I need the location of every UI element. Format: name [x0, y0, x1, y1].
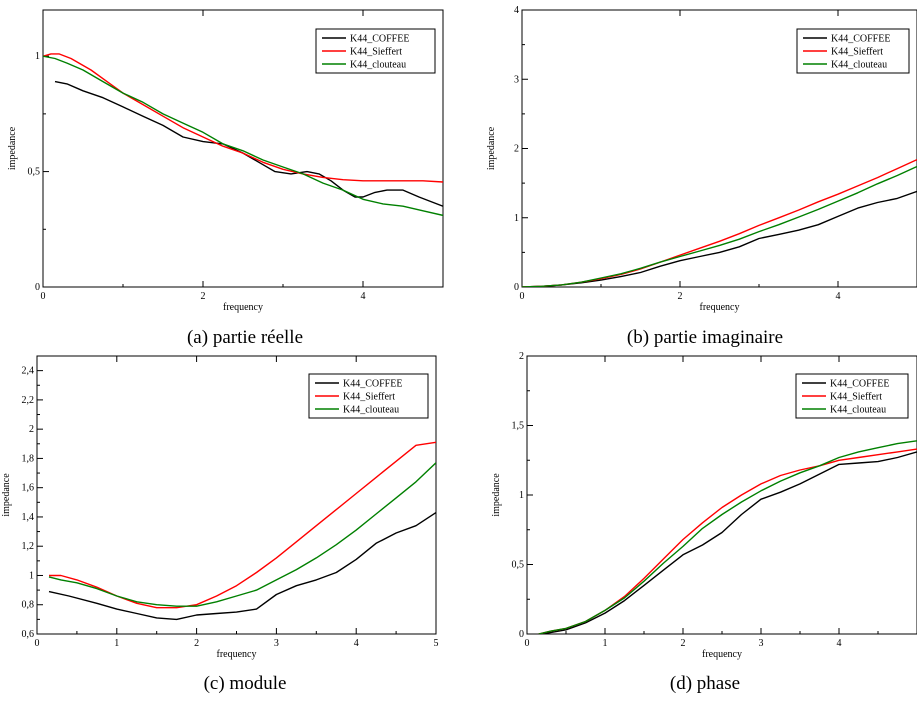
series-line-K44_COFFEE: [522, 190, 917, 287]
y-tick-label: 0,8: [22, 600, 35, 611]
series-line-K44_clouteau: [43, 55, 443, 217]
x-tick-label: 1: [114, 638, 119, 649]
y-tick-label: 2: [514, 144, 519, 155]
chart-2: 0 1 2 3 4 5 0,6 0,8 1 1,2 1,4 1,6 1,8 2 2,2 2,4 frequenc…: [1, 355, 439, 660]
x-axis-label: frequency: [223, 302, 263, 313]
x-tick-label: 4: [837, 638, 842, 649]
series-line-K44_COFFEE: [54, 80, 443, 207]
legend-label: K44_Sieffert: [350, 47, 402, 58]
y-tick-label: 0,5: [28, 167, 41, 178]
x-tick-label: 0: [520, 291, 525, 302]
x-axis-label: frequency: [217, 649, 257, 660]
y-tick-label: 1,6: [22, 483, 35, 494]
legend: K44_COFFEE K44_Sieffert K44_clouteau: [795, 373, 909, 419]
y-tick-label: 0,6: [22, 629, 35, 640]
y-axis-label: impedance: [491, 473, 502, 517]
y-axis-label: impedance: [1, 473, 12, 517]
series-line-K44_Sieffert: [49, 441, 436, 609]
chart-1: 0 2 401234frequencyimpedanceK44_COFFEEK44_…: [486, 5, 917, 313]
y-tick-label: 1: [519, 490, 524, 501]
y-tick-label: 0,5: [512, 560, 525, 571]
y-axis-label: impedance: [486, 126, 497, 170]
legend-label: K44_clouteau: [830, 405, 886, 416]
legend-label: K44_Sieffert: [343, 392, 395, 403]
legend-label: K44_COFFEE: [343, 379, 402, 390]
y-tick-label: 2,4: [22, 366, 35, 377]
y-tick-label: 2: [29, 424, 34, 435]
x-tick-label: 4: [354, 638, 359, 649]
x-tick-label: 1: [603, 638, 608, 649]
y-tick-label: 0: [35, 282, 40, 293]
chart-0: 0 2 400,51frequencyimpedanceK44_COFFEEK44_…: [7, 9, 444, 313]
y-tick-label: 2,2: [22, 395, 35, 406]
x-tick-label: 2: [194, 638, 199, 649]
x-axis-label: frequency: [700, 302, 740, 313]
y-tick-label: 1: [514, 213, 519, 224]
y-tick-label: 0: [519, 629, 524, 640]
legend-label: K44_COFFEE: [831, 34, 890, 45]
plot-frame: [42, 9, 444, 288]
x-tick-label: 0: [41, 291, 46, 302]
legend: K44_COFFEE K44_Sieffert K44_clouteau: [315, 28, 436, 74]
legend-label: K44_clouteau: [343, 405, 399, 416]
y-tick-label: 4: [514, 5, 519, 16]
x-tick-label: 3: [759, 638, 764, 649]
series-line-K44_COFFEE: [538, 451, 917, 634]
y-tick-label: 1,2: [22, 541, 35, 552]
legend: K44_COFFEE K44_Sieffert K44_clouteau: [796, 28, 910, 74]
legend-label: K44_Sieffert: [830, 392, 882, 403]
y-axis-label: impedance: [7, 126, 18, 170]
y-tick-label: 1,4: [22, 512, 35, 523]
caption-c: (c) module: [203, 673, 287, 694]
x-tick-label: 5: [434, 638, 439, 649]
series-line-K44_Sieffert: [522, 158, 917, 287]
series-line-K44_clouteau: [48, 462, 436, 607]
x-tick-label: 2: [678, 291, 683, 302]
x-tick-label: 0: [525, 638, 530, 649]
series-line-K44_Sieffert: [43, 53, 443, 183]
legend-label: K44_clouteau: [831, 60, 887, 71]
caption-d: (d) phase: [669, 673, 741, 694]
legend: K44_COFFEE K44_Sieffert K44_clouteau: [308, 373, 429, 419]
chart-3: 0 1 2 3 4 0 0,5 1 1,5 2 frequency impedance K44_COFF…: [491, 351, 917, 660]
y-tick-label: 1,5: [512, 421, 525, 432]
x-tick-label: 4: [836, 291, 841, 302]
x-tick-label: 3: [274, 638, 279, 649]
x-axis-label: frequency: [702, 649, 742, 660]
y-tick-label: 1: [35, 51, 40, 62]
series-line-K44_clouteau: [538, 440, 917, 634]
y-tick-label: 2: [519, 351, 524, 362]
y-tick-label: 0: [514, 282, 519, 293]
caption-a: (a) partie réelle: [186, 327, 304, 348]
x-tick-label: 0: [35, 638, 40, 649]
series-line-K44_Sieffert: [538, 448, 917, 634]
legend-label: K44_COFFEE: [830, 379, 889, 390]
y-tick-label: 3: [514, 74, 519, 85]
caption-b: (b) partie imaginaire: [626, 327, 784, 348]
legend-label: K44_clouteau: [350, 60, 406, 71]
y-tick-label: 1,8: [22, 453, 35, 464]
legend-label: K44_Sieffert: [831, 47, 883, 58]
series-line-K44_clouteau: [522, 165, 917, 287]
legend-label: K44_COFFEE: [350, 34, 409, 45]
x-tick-label: 2: [201, 291, 206, 302]
x-tick-label: 4: [361, 291, 366, 302]
series-line-K44_COFFEE: [48, 512, 436, 621]
y-tick-label: 1: [29, 570, 34, 581]
x-tick-label: 2: [681, 638, 686, 649]
